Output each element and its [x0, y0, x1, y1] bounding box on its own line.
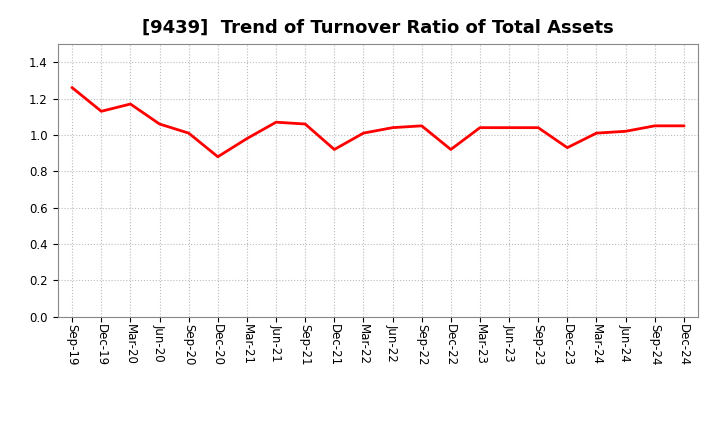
Title: [9439]  Trend of Turnover Ratio of Total Assets: [9439] Trend of Turnover Ratio of Total … [142, 19, 614, 37]
